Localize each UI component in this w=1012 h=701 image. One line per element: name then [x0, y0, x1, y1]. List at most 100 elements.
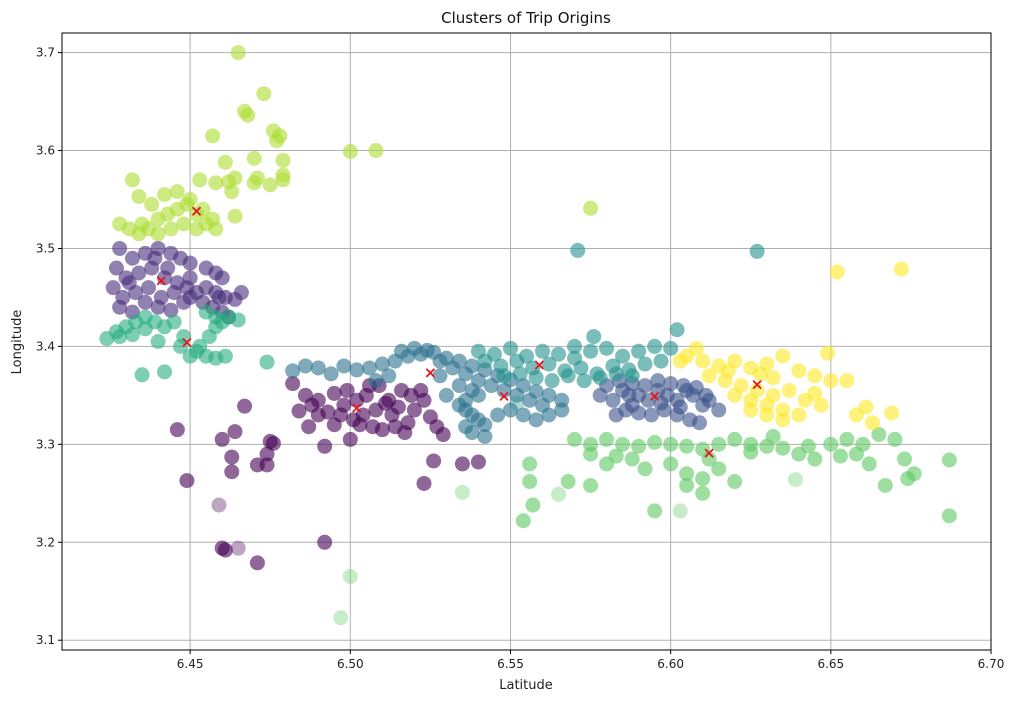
cluster-0-point: [406, 402, 422, 418]
cluster-6-point: [647, 434, 663, 450]
cluster-0-point: [224, 464, 240, 480]
cluster-5-point: [137, 321, 153, 337]
faded-point: [342, 569, 358, 585]
cluster-3-point: [458, 366, 474, 382]
cluster-3-point: [432, 368, 448, 384]
x-tick-label: 6.45: [177, 657, 204, 671]
cluster-6-point: [608, 448, 624, 464]
cluster-3-point: [554, 402, 570, 418]
cluster-4-point: [592, 370, 608, 386]
cluster-6-point: [560, 474, 576, 490]
cluster-8-point: [807, 368, 823, 384]
cluster-7-point: [583, 200, 599, 216]
cluster-5-point: [173, 338, 189, 354]
cluster-0-point: [249, 555, 265, 571]
cluster-6-point: [647, 503, 663, 519]
cluster-7-point: [182, 191, 198, 207]
cluster-0-point: [179, 473, 195, 489]
cluster-5-point: [134, 367, 150, 383]
cluster-8-point: [688, 340, 704, 356]
cluster-2-point: [650, 373, 666, 389]
cluster-4-point: [502, 340, 518, 356]
cluster-3-point: [477, 417, 493, 433]
centroid-x-marker: [425, 368, 436, 378]
cluster-6-point: [679, 466, 695, 482]
cluster-5-point: [112, 329, 128, 345]
cluster-6-point: [679, 477, 695, 493]
y-axis-ticks: 3.1 3.2 3.3 3.4 3.5 3.6 3.7: [36, 46, 62, 647]
cluster-0-point: [394, 382, 410, 398]
cluster-7-point: [217, 154, 233, 170]
cluster-3-point: [464, 425, 480, 441]
cluster-8-point: [813, 397, 829, 413]
cluster-2-point: [675, 378, 691, 394]
cluster-3-point: [445, 360, 461, 376]
cluster-0-point: [217, 542, 233, 558]
cluster-0-point: [317, 438, 333, 454]
y-tick-label: 3.1: [36, 633, 55, 647]
cluster-4-point: [576, 373, 592, 389]
cluster-7-point: [169, 184, 185, 200]
cluster-8-point: [893, 261, 909, 277]
centroid-x-marker: [499, 391, 509, 401]
cluster-6-point: [941, 452, 957, 468]
cluster-2-point: [691, 415, 707, 431]
centroid-x-marker: [182, 337, 192, 348]
y-axis-label: Longitude: [10, 310, 25, 375]
cluster-0-point: [384, 407, 400, 423]
y-tick-label: 3.4: [36, 339, 55, 353]
cluster-8-point: [791, 363, 807, 379]
cluster-6-point: [695, 471, 711, 487]
cluster-2-point: [643, 407, 659, 423]
cluster-0-point: [339, 382, 355, 398]
centroid-x-marker: [650, 391, 660, 401]
cluster-7-point: [246, 150, 262, 166]
cluster-6-point: [906, 466, 922, 482]
x-tick-label: 6.50: [337, 657, 364, 671]
cluster-0-point: [259, 457, 275, 473]
cluster-7-point: [144, 196, 160, 212]
cluster-0-point: [285, 376, 301, 392]
cluster-4-point: [663, 340, 679, 356]
cluster-6-point: [624, 451, 640, 467]
cluster-0-point: [416, 476, 432, 492]
cluster-7-point: [262, 177, 278, 193]
cluster-6-point: [727, 431, 743, 447]
cluster-4-point: [535, 343, 551, 359]
cluster-3-point: [374, 356, 390, 372]
cluster-0-point: [291, 403, 307, 419]
cluster-1-point: [147, 250, 163, 266]
cluster-2-point: [711, 402, 727, 418]
cluster-1-point: [163, 302, 179, 318]
cluster-8-point: [820, 345, 836, 361]
cluster-0-point: [259, 446, 275, 462]
cluster-3-point: [406, 340, 422, 356]
cluster-6-point: [832, 448, 848, 464]
cluster-0-point: [169, 422, 185, 438]
cluster-6-point: [522, 474, 538, 490]
cluster-1-point: [112, 240, 128, 256]
axes-frame: [61, 32, 992, 651]
cluster-4-point: [583, 343, 599, 359]
cluster-4-point: [551, 346, 567, 362]
cluster-1-point: [182, 289, 198, 305]
cluster-0-point: [326, 385, 342, 401]
cluster-3-point: [285, 363, 301, 379]
cluster-4-point: [599, 340, 615, 356]
cluster-1-point: [140, 280, 156, 296]
cluster-4-point: [512, 366, 528, 382]
cluster-6-point: [637, 461, 653, 477]
cluster-0-point: [224, 449, 240, 465]
x-tick-label: 6.55: [497, 657, 524, 671]
cluster-5-point: [259, 354, 275, 370]
cluster-7-point: [275, 152, 291, 168]
cluster-7-point: [205, 211, 221, 227]
cluster-0-point: [301, 419, 317, 435]
cluster-8-point: [829, 264, 845, 280]
cluster-3-point: [502, 402, 518, 418]
cluster-1-point: [150, 299, 166, 315]
cluster-8-point: [759, 407, 775, 423]
cluster-4-point: [608, 366, 624, 382]
cluster-1-point: [124, 250, 140, 266]
